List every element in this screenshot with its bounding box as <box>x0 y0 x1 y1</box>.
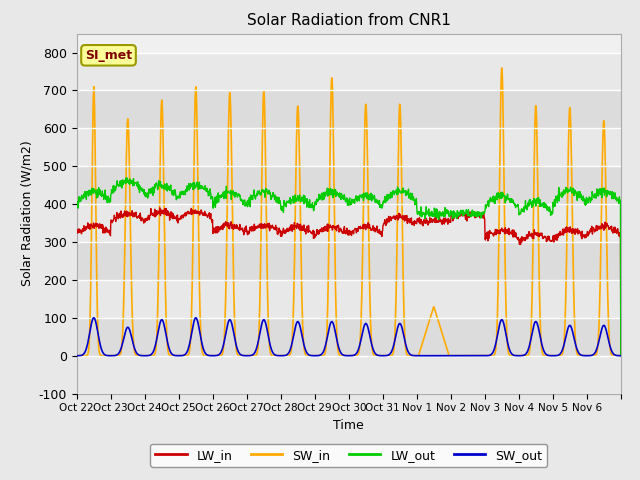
Bar <box>77 166 621 204</box>
SW_in <box>477 353 485 359</box>
Title: Solar Radiation from CNR1: Solar Radiation from CNR1 <box>247 13 451 28</box>
SW_in <box>324 286 332 292</box>
X-axis label: Time: Time <box>333 419 364 432</box>
Line: SW_out: SW_out <box>77 318 621 356</box>
LW_out <box>335 193 342 199</box>
LW_out <box>324 189 332 195</box>
LW_in <box>335 224 342 229</box>
LW_in <box>477 210 485 216</box>
SW_out <box>324 329 332 335</box>
Bar <box>77 90 621 128</box>
SW_out <box>158 317 166 323</box>
Bar <box>77 52 621 90</box>
Bar <box>77 318 621 356</box>
SW_out <box>90 315 98 321</box>
SW_out <box>335 345 342 350</box>
Line: LW_in: LW_in <box>77 208 621 356</box>
SW_in <box>73 353 81 359</box>
LW_out <box>610 194 618 200</box>
Line: LW_out: LW_out <box>77 178 621 356</box>
LW_out <box>158 184 166 190</box>
Bar <box>77 242 621 280</box>
SW_out <box>477 353 485 359</box>
Y-axis label: Solar Radiation (W/m2): Solar Radiation (W/m2) <box>20 141 33 287</box>
SW_out <box>557 349 565 355</box>
LW_out <box>477 210 485 216</box>
Bar <box>77 204 621 242</box>
SW_out <box>611 352 618 358</box>
SW_out <box>73 353 81 359</box>
SW_out <box>413 353 421 359</box>
LW_in <box>324 224 332 230</box>
Bar <box>77 356 621 394</box>
Bar <box>77 128 621 166</box>
LW_in <box>610 225 618 230</box>
SW_in <box>498 65 506 71</box>
SW_in <box>617 353 625 359</box>
Legend: LW_in, SW_in, LW_out, SW_out: LW_in, SW_in, LW_out, SW_out <box>150 444 547 467</box>
LW_out <box>122 175 130 181</box>
LW_out <box>73 204 81 210</box>
LW_out <box>557 193 564 199</box>
LW_in <box>557 230 564 236</box>
SW_in <box>158 97 166 103</box>
SW_in <box>557 352 565 358</box>
SW_in <box>611 353 618 359</box>
SW_out <box>617 353 625 359</box>
LW_in <box>158 209 166 215</box>
Text: SI_met: SI_met <box>85 49 132 62</box>
Line: SW_in: SW_in <box>77 68 621 356</box>
SW_in <box>335 349 342 355</box>
LW_in <box>156 205 164 211</box>
LW_out <box>617 353 625 359</box>
Bar <box>77 280 621 318</box>
LW_in <box>617 353 625 359</box>
SW_in <box>413 353 421 359</box>
LW_in <box>73 229 81 235</box>
